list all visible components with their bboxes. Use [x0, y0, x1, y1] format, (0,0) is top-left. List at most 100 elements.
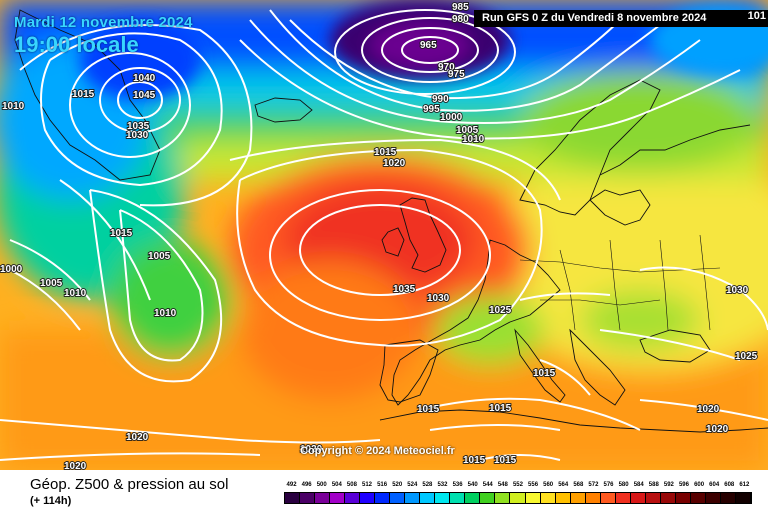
isobar-label: 1020 [706, 424, 729, 435]
isobar-label: 1030 [427, 293, 450, 304]
isobar-label: 970 [438, 62, 455, 73]
forecast-offset: (+ 114h) [30, 495, 72, 507]
scale-tick-label: 520 [392, 482, 403, 488]
scale-tick-label: 560 [543, 482, 554, 488]
scale-swatch [615, 493, 631, 503]
scale-swatch [555, 493, 571, 503]
scale-swatch [735, 493, 751, 503]
coastlines [14, 9, 768, 433]
isobar-label: 1020 [300, 444, 323, 455]
isobar-label: 1035 [127, 121, 150, 132]
scale-swatch [495, 493, 511, 503]
scale-swatch [585, 493, 601, 503]
isobar-label: 980 [452, 14, 469, 25]
footer: Géop. Z500 & pression au sol (+ 114h) 49… [0, 470, 768, 512]
scale-swatch [360, 493, 376, 503]
scale-tick-label: 580 [618, 482, 629, 488]
scale-tick-label: 524 [407, 482, 418, 488]
isobar-label: 1025 [489, 305, 512, 316]
scale-tick-label: 564 [558, 482, 569, 488]
isobar-label: 1030 [126, 130, 149, 141]
isobar-label: 1010 [154, 308, 177, 319]
scale-swatch [285, 493, 301, 503]
scale-swatch [675, 493, 691, 503]
isobar-label: 1005 [456, 125, 479, 136]
scale-swatch [660, 493, 676, 503]
isobar-label: 1010 [2, 101, 25, 112]
copyright-notice: Copyright © 2024 Meteociel.fr [300, 445, 455, 457]
scale-tick-label: 552 [512, 482, 523, 488]
scale-swatch [420, 493, 436, 503]
isobar-label: 1020 [64, 461, 87, 470]
scale-tick-label: 504 [331, 482, 342, 488]
isobar-label: 1030 [726, 285, 749, 296]
isobar-label: 1010 [462, 134, 485, 145]
scale-swatch [435, 493, 451, 503]
isobar-label: 1000 [0, 264, 23, 275]
scale-tick-label: 500 [316, 482, 327, 488]
isobar-label: 1040 [133, 73, 156, 84]
isobar-label: 1005 [40, 278, 63, 289]
run-label: Run GFS 0 Z du Vendredi 8 novembre 2024 [482, 12, 707, 24]
scale-swatch [330, 493, 346, 503]
color-scale: 492 496 500 504 508 512 516 520 524 528 532 536 540 5… [284, 480, 752, 510]
scale-swatch [375, 493, 391, 503]
scale-swatch [315, 493, 331, 503]
scale-swatches [284, 492, 752, 504]
scale-swatch [300, 493, 316, 503]
scale-tick-label: 596 [678, 482, 689, 488]
scale-tick-label: 556 [528, 482, 539, 488]
isobar-label: 985 [452, 2, 469, 13]
geopotential-field [0, 0, 768, 470]
isobar-label: 1015 [110, 228, 133, 239]
map-title: Géop. Z500 & pression au sol [30, 476, 229, 493]
scale-swatch [540, 493, 556, 503]
isobar-label: 1015 [72, 89, 95, 100]
isobar-label: 1000 [440, 112, 463, 123]
isobar-label: 975 [448, 69, 465, 80]
scale-tick-label: 492 [286, 482, 297, 488]
run-info: Run GFS 0 Z du Vendredi 8 novembre 2024 … [474, 10, 768, 27]
scale-ticks: 492 496 500 504 508 512 516 520 524 528 532 536 540 5… [284, 480, 752, 490]
isobar-label: 1015 [533, 368, 556, 379]
isobar-label: 1015 [489, 403, 512, 414]
isobar-label: 1020 [126, 432, 149, 443]
isobar-label: 1015 [494, 455, 517, 466]
scale-swatch [600, 493, 616, 503]
scale-swatch [570, 493, 586, 503]
isobar-label: 1045 [133, 90, 156, 101]
scale-swatch [450, 493, 466, 503]
scale-swatch [630, 493, 646, 503]
scale-tick-label: 544 [482, 482, 493, 488]
scale-tick-label: 528 [422, 482, 433, 488]
scale-tick-label: 612 [739, 482, 750, 488]
isobar-label: 1005 [148, 251, 171, 262]
isobar-label: 1020 [383, 158, 406, 169]
scale-tick-label: 592 [663, 482, 674, 488]
scale-tick-label: 604 [709, 482, 720, 488]
isobar-label: 995 [423, 104, 440, 115]
scale-tick-label: 496 [301, 482, 312, 488]
weather-map: 985 980 965 970 975 990 995 1000 1005 10… [0, 0, 768, 470]
scale-swatch [690, 493, 706, 503]
scale-tick-label: 608 [724, 482, 735, 488]
isobars [0, 9, 768, 461]
isobar-label: 1035 [393, 284, 416, 295]
scale-tick-label: 508 [346, 482, 357, 488]
scale-swatch [510, 493, 526, 503]
scale-tick-label: 600 [694, 482, 705, 488]
scale-swatch [525, 493, 541, 503]
forecast-date: Mardi 12 novembre 2024 [14, 14, 193, 31]
scale-tick-label: 576 [603, 482, 614, 488]
scale-swatch [405, 493, 421, 503]
forecast-time: 19:00 locale [14, 32, 139, 57]
scale-tick-label: 536 [452, 482, 463, 488]
isobar-label: 1015 [417, 404, 440, 415]
isobar-label: 1025 [735, 351, 758, 362]
scale-tick-label: 548 [497, 482, 508, 488]
scale-swatch [720, 493, 736, 503]
isobar-label: 1015 [463, 455, 486, 466]
scale-swatch [465, 493, 481, 503]
scale-swatch [645, 493, 661, 503]
isobar-labels: 985 980 965 970 975 990 995 1000 1005 10… [0, 1, 759, 470]
